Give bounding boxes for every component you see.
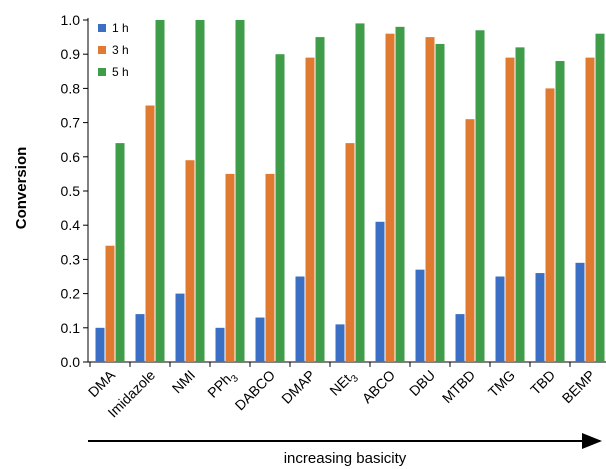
category-label: DBU (406, 367, 438, 399)
bar-5h-BEMP (595, 33, 605, 363)
legend-swatch (98, 46, 106, 54)
legend-swatch (98, 24, 106, 32)
bar-1h-DABCO (255, 317, 265, 362)
category-label: BEMP (559, 367, 598, 406)
legend-label: 1 h (112, 21, 129, 35)
legend-swatch (98, 68, 106, 76)
bar-1h-TMG (495, 276, 505, 362)
bar-1h-DMA (95, 327, 105, 362)
bar-1h-NEt3 (335, 324, 345, 362)
bar-3h-TBD (545, 88, 555, 363)
bar-3h-BEMP (585, 57, 595, 363)
bar-1h-DBU (415, 269, 425, 362)
bar-5h-MTBD (475, 30, 485, 362)
category-label: ABCO (359, 367, 398, 406)
bar-3h-DABCO (265, 173, 275, 362)
bar-1h-BEMP (575, 262, 585, 362)
bar-3h-DMA (105, 245, 115, 362)
bar-5h-PPh3 (235, 20, 245, 362)
bar-3h-ABCO (385, 33, 395, 363)
y-tick-label: 0.5 (61, 183, 81, 199)
category-label: TBD (527, 367, 558, 398)
bar-3h-DBU (425, 37, 435, 362)
category-label: NMI (169, 367, 198, 396)
category-label: DABCO (232, 367, 279, 414)
category-label: DMAP (278, 367, 318, 407)
category-label: TMG (485, 367, 518, 400)
bar-1h-DMAP (295, 276, 305, 362)
legend-label: 5 h (112, 65, 129, 79)
bar-1h-NMI (175, 293, 185, 362)
bar-3h-DMAP (305, 57, 315, 363)
bar-5h-Imidazole (155, 20, 165, 362)
y-tick-label: 0.6 (61, 149, 81, 165)
bar-3h-TMG (505, 57, 515, 363)
bar-5h-DMAP (315, 37, 325, 362)
y-tick-label: 0.3 (61, 251, 81, 267)
bar-3h-NMI (185, 160, 195, 362)
bar-5h-NEt3 (355, 23, 365, 362)
y-tick-label: 0.1 (61, 320, 81, 336)
y-tick-label: 0.4 (61, 217, 81, 233)
y-tick-label: 0.7 (61, 115, 81, 131)
bar-5h-NMI (195, 20, 205, 362)
bar-3h-PPh3 (225, 173, 235, 362)
bar-1h-MTBD (455, 314, 465, 362)
legend-label: 3 h (112, 43, 129, 57)
legend: 1 h 3 h 5 h (98, 21, 129, 79)
bar-5h-ABCO (395, 26, 405, 363)
y-tick-label: 0.0 (61, 354, 81, 370)
bar-3h-Imidazole (145, 105, 155, 362)
bar-1h-ABCO (375, 221, 385, 362)
y-tick-label: 0.9 (61, 46, 81, 62)
bar-1h-Imidazole (135, 314, 145, 362)
bar-1h-TBD (535, 273, 545, 362)
category-label: NEt3 (326, 366, 361, 401)
bar-1h-PPh3 (215, 327, 225, 362)
bar-5h-TBD (555, 61, 565, 362)
x-axis-label: increasing basicity (284, 450, 407, 467)
bar-3h-MTBD (465, 119, 475, 363)
y-tick-label: 1.0 (61, 12, 81, 28)
bar-5h-TMG (515, 47, 525, 363)
y-tick-label: 0.2 (61, 286, 81, 302)
plot-area: 0.00.10.20.30.40.50.60.70.80.91.0DMAImid… (61, 12, 606, 420)
bar-5h-DBU (435, 43, 445, 362)
category-label: MTBD (439, 367, 478, 406)
y-tick-label: 0.8 (61, 80, 81, 96)
y-axis-label: Conversion (13, 147, 30, 230)
bar-3h-NEt3 (345, 143, 355, 362)
category-label: DMA (85, 366, 119, 400)
bar-5h-DABCO (275, 54, 285, 362)
bar-5h-DMA (115, 143, 125, 362)
